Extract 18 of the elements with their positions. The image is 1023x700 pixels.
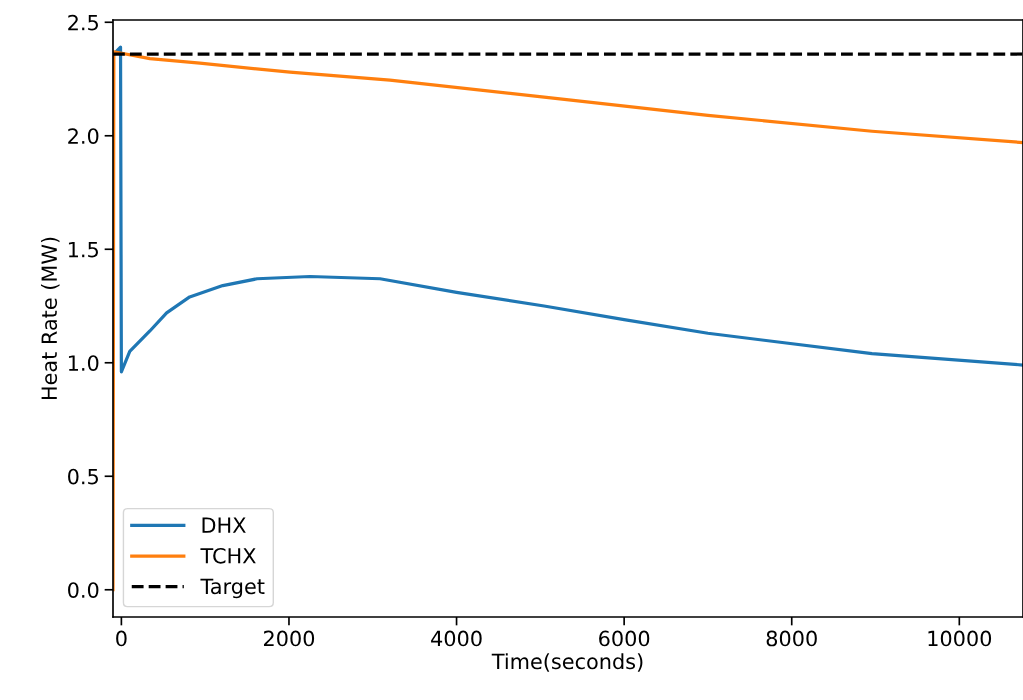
y-tick-label: 1.5 xyxy=(68,241,98,258)
x-tick-label: 4000 xyxy=(431,630,482,647)
x-tick-label: 8000 xyxy=(766,630,817,647)
x-tick-label: 6000 xyxy=(599,630,650,647)
y-axis-title: Heat Rate (MW) xyxy=(40,237,60,400)
legend-label: TCHX xyxy=(200,547,256,564)
y-tick-label: 0.0 xyxy=(68,582,99,598)
y-tick-label: 2.0 xyxy=(68,128,99,144)
y-tick-label: 2.5 xyxy=(68,14,98,31)
y-tick-label: 0.5 xyxy=(68,468,98,485)
legend-label: DHX xyxy=(202,517,246,533)
y-tick-label: 1.0 xyxy=(68,355,99,371)
legend-label: Target xyxy=(200,578,265,599)
line-series xyxy=(114,45,1023,374)
x-tick-label: 0 xyxy=(116,630,127,647)
x-axis-title: Time(seconds) xyxy=(491,653,643,672)
x-tick-label: 10000 xyxy=(928,630,992,647)
x-tick-label: 2000 xyxy=(263,630,315,647)
